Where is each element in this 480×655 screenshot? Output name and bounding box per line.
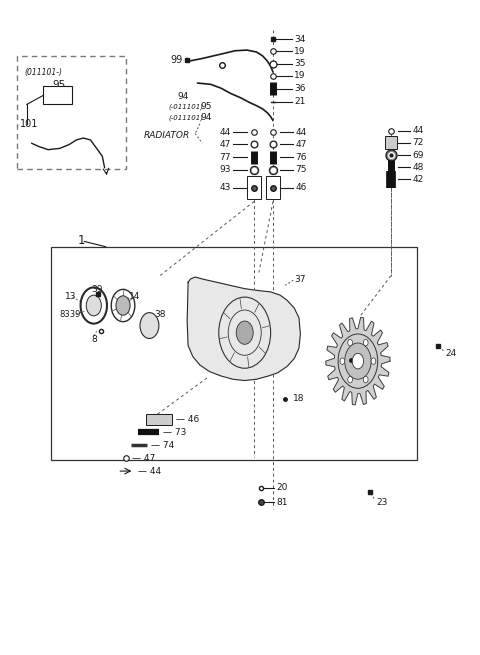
Text: 18: 18 [359,355,371,364]
Text: (011101-): (011101-) [24,67,62,77]
Text: 47: 47 [219,140,230,149]
Polygon shape [326,317,390,405]
Text: 44: 44 [412,126,423,136]
Circle shape [86,295,101,316]
Text: 13: 13 [64,292,76,301]
FancyBboxPatch shape [17,56,126,169]
Text: 34: 34 [294,35,306,44]
Text: — 47: — 47 [132,454,155,462]
Bar [385,136,396,149]
Text: 36: 36 [294,84,306,94]
Bar [247,176,261,200]
Text: 43: 43 [219,183,230,193]
Bar [145,414,172,424]
Circle shape [348,377,352,383]
Text: 94: 94 [178,92,189,101]
Text: 24: 24 [445,349,456,358]
Circle shape [340,358,345,364]
Text: — 44: — 44 [138,466,161,476]
Text: 94: 94 [200,113,211,122]
Text: 19: 19 [294,47,306,56]
Text: 42: 42 [412,175,423,184]
Bar [51,247,417,460]
Text: 72: 72 [412,138,423,147]
Text: 76: 76 [295,153,307,162]
Circle shape [345,343,371,379]
Text: 20: 20 [276,483,288,493]
Text: 95: 95 [200,102,211,111]
Circle shape [140,312,159,339]
Text: 93: 93 [219,165,230,174]
Text: — 74: — 74 [151,441,174,450]
Text: 1: 1 [77,234,85,247]
Text: (-011101): (-011101) [168,103,204,110]
Circle shape [371,358,376,364]
Text: 21: 21 [294,98,306,106]
Text: 77: 77 [219,153,230,162]
Bar [43,86,72,104]
Text: 37: 37 [294,274,306,284]
Polygon shape [187,277,300,381]
Text: 44: 44 [295,128,306,137]
Text: 48: 48 [412,162,423,172]
Circle shape [363,377,368,383]
Text: 47: 47 [295,140,307,149]
Text: 44: 44 [219,128,230,137]
Text: 35: 35 [294,59,306,68]
Bar [266,176,280,200]
Circle shape [236,321,253,345]
Text: 19: 19 [294,71,306,81]
Text: 39: 39 [91,286,103,295]
Text: 95: 95 [53,81,66,90]
Text: 69: 69 [412,151,424,160]
Text: 8: 8 [91,335,96,344]
Text: 38: 38 [154,310,166,319]
Text: 99: 99 [170,56,182,66]
Text: 101: 101 [20,119,38,129]
Text: 14: 14 [129,292,141,301]
Text: — 73: — 73 [163,428,186,437]
Text: 75: 75 [295,165,307,174]
Text: 8339: 8339 [60,310,81,319]
Text: 81: 81 [276,498,288,506]
Circle shape [116,296,130,315]
Text: 23: 23 [377,498,388,506]
Circle shape [352,353,363,369]
Text: 18: 18 [293,394,304,403]
Text: 46: 46 [295,183,307,193]
Text: (-011101): (-011101) [168,114,204,121]
Circle shape [348,339,352,346]
Text: RADIATOR: RADIATOR [144,131,190,140]
Text: — 46: — 46 [176,415,200,424]
Circle shape [363,339,368,346]
